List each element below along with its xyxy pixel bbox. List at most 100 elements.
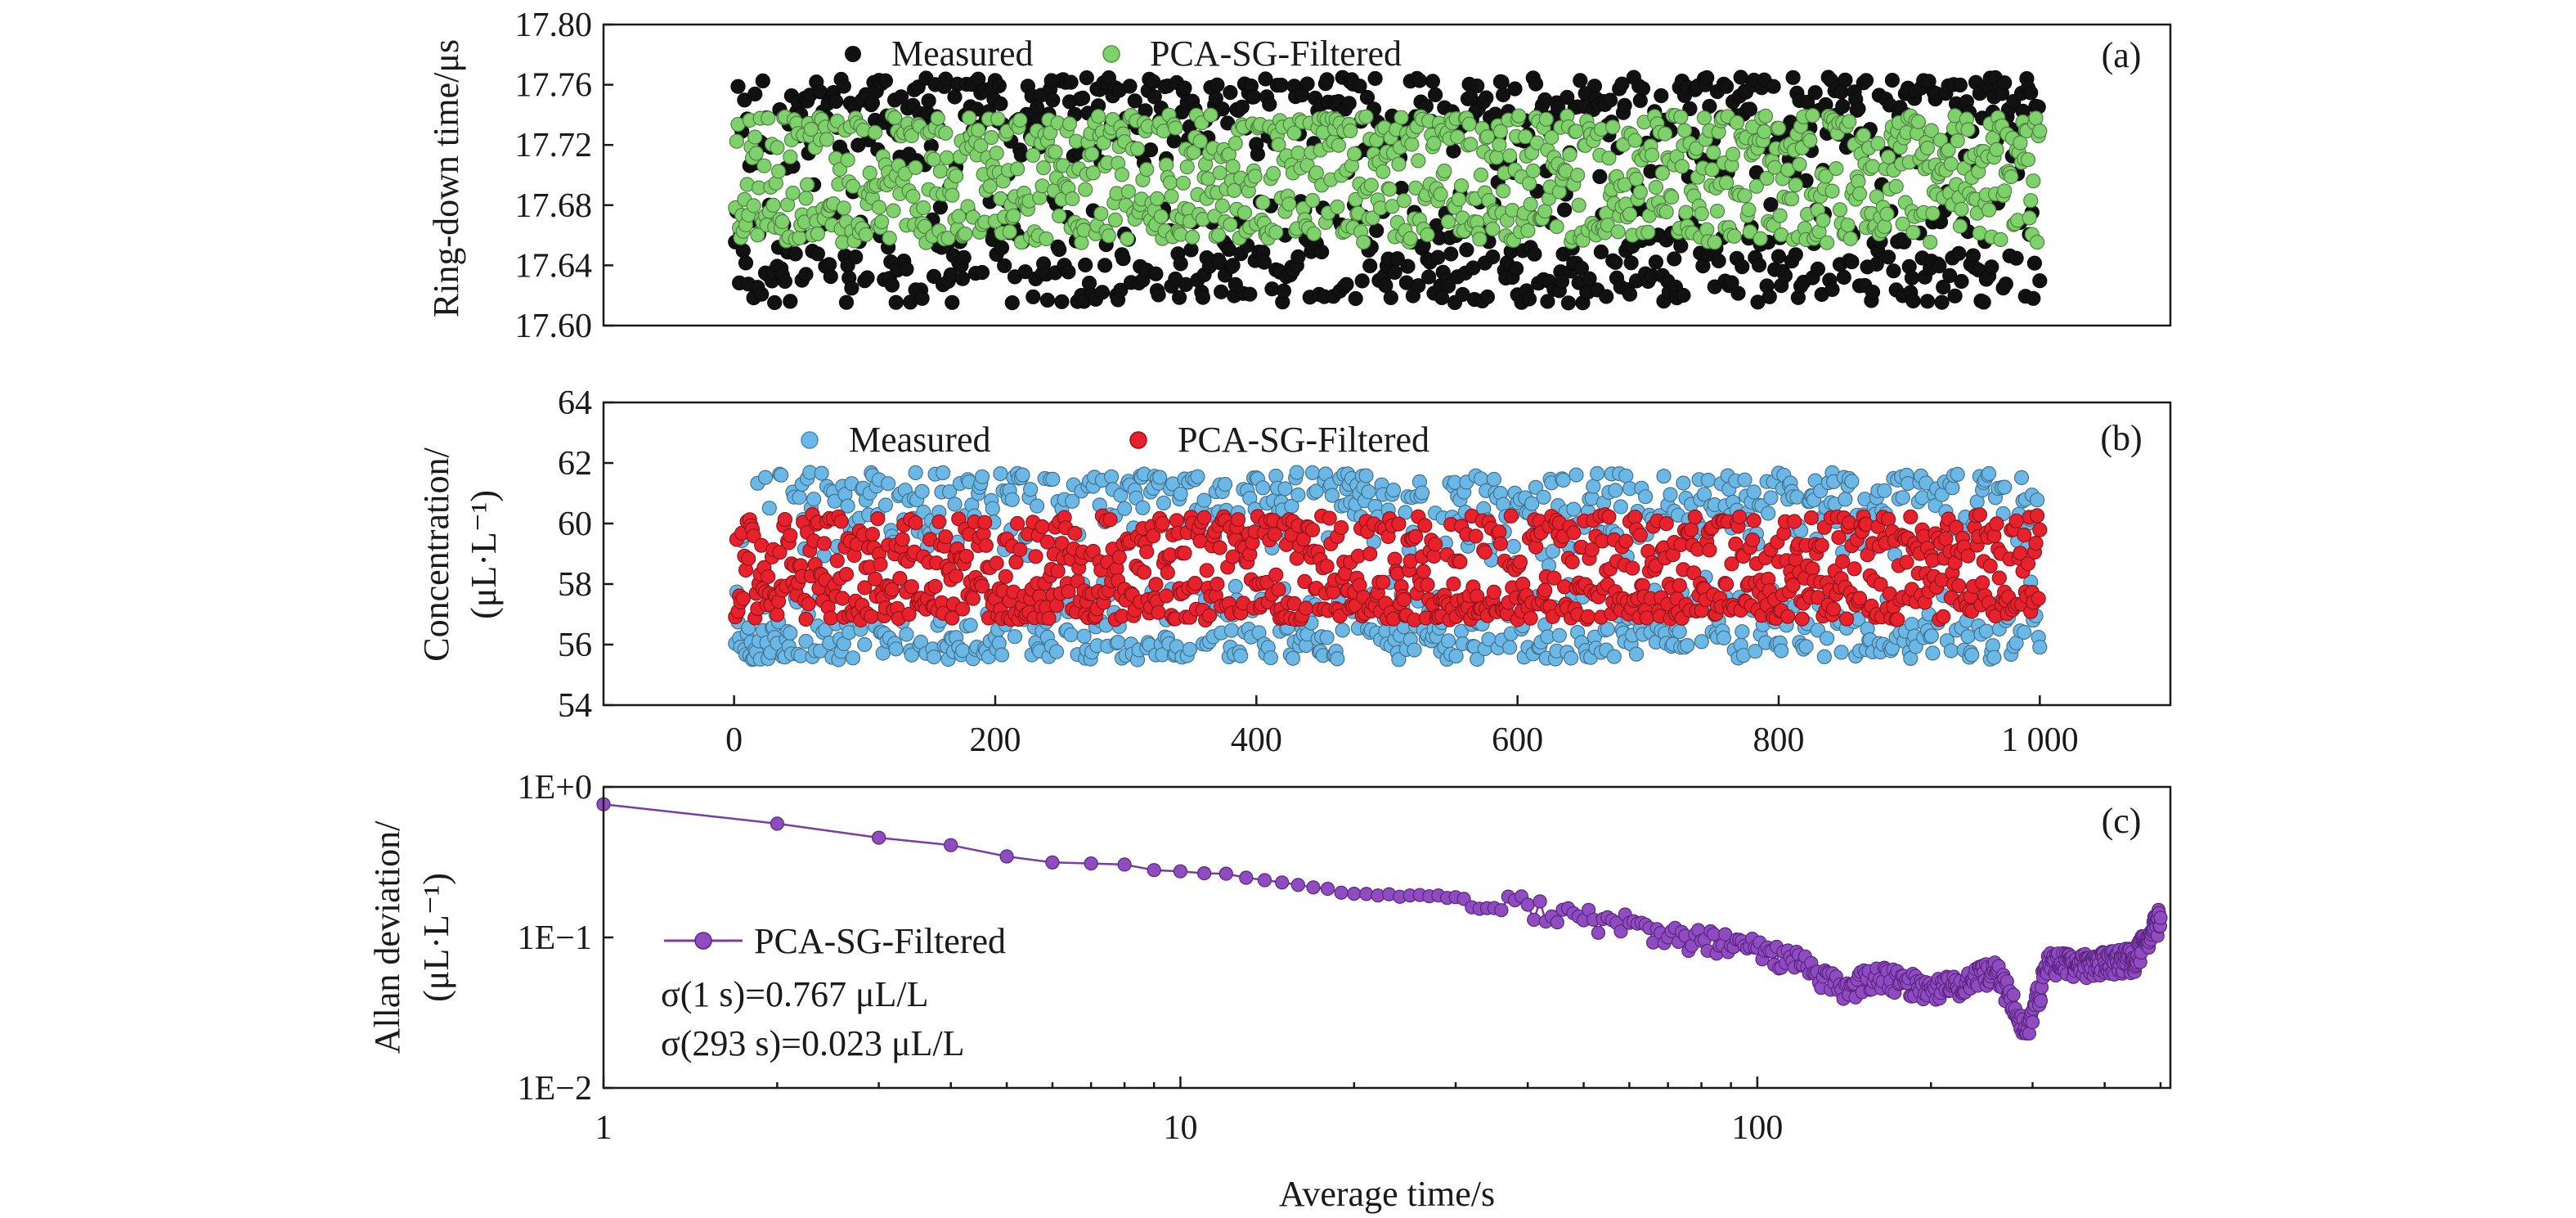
data-point: [1752, 258, 1767, 273]
data-point: [948, 169, 964, 184]
data-point: [1159, 157, 1174, 173]
data-point: [2025, 1014, 2040, 1030]
x-tick-label: 200: [970, 721, 1021, 759]
data-point: [1162, 175, 1178, 191]
data-point: [1160, 564, 1175, 581]
data-point: [730, 79, 746, 94]
data-point: [877, 497, 894, 513]
data-point: [857, 636, 873, 653]
data-point: [1833, 645, 1849, 660]
data-point: [1555, 472, 1571, 488]
data-point: [1905, 225, 1921, 240]
data-point: [1802, 133, 1818, 148]
data-point: [892, 570, 908, 587]
data-point: [1136, 564, 1152, 580]
data-point: [1196, 510, 1212, 525]
data-point: [1694, 206, 1709, 222]
data-point: [1787, 514, 1802, 529]
data-point: [1359, 887, 1374, 901]
data-point: [1614, 76, 1630, 92]
data-point: [895, 532, 910, 547]
data-point: [1492, 124, 1509, 139]
data-point: [1984, 259, 1999, 275]
data-point: [1042, 125, 1058, 141]
data-point: [1142, 142, 1159, 158]
data-point: [1663, 189, 1680, 204]
data-point: [747, 86, 763, 102]
data-point: [761, 110, 776, 126]
data-point: [1895, 490, 1910, 506]
data-point: [2031, 591, 2046, 606]
x-tick-label: 400: [1231, 721, 1282, 759]
data-point: [1103, 469, 1120, 484]
data-point: [1048, 144, 1063, 160]
data-point: [1520, 897, 1535, 912]
y-tick-label: 17.60: [515, 308, 593, 345]
data-point: [1746, 484, 1761, 500]
panel-c-legend-label: PCA-SG-Filtered: [754, 921, 1006, 961]
data-point: [1835, 98, 1851, 114]
data-point: [1975, 575, 1990, 591]
data-point: [1934, 294, 1950, 310]
data-point: [1836, 269, 1851, 285]
panel-b-tag: (b): [2100, 418, 2142, 458]
data-point: [1989, 142, 2004, 157]
data-point: [1617, 97, 1632, 113]
data-point: [1234, 99, 1250, 115]
data-point: [1440, 633, 1456, 649]
data-point: [750, 227, 765, 243]
data-point: [1156, 495, 1172, 511]
data-point: [806, 492, 822, 507]
data-point: [998, 569, 1013, 584]
data-point: [1551, 627, 1567, 643]
data-point: [1097, 258, 1113, 273]
data-point: [748, 146, 764, 161]
data-point: [1322, 510, 1337, 526]
data-point: [1899, 555, 1914, 570]
data-point: [1551, 100, 1566, 115]
data-point: [1501, 148, 1518, 164]
y-tick-label: 1E−2: [518, 1070, 592, 1108]
data-point: [997, 258, 1012, 273]
data-point: [1637, 489, 1654, 505]
data-point: [1523, 610, 1538, 626]
data-point: [1644, 147, 1660, 163]
data-point: [1851, 173, 1866, 189]
data-point: [1187, 575, 1203, 591]
data-point: [1964, 647, 1980, 663]
data-point: [965, 591, 981, 606]
data-point: [1608, 254, 1623, 270]
data-point: [1950, 133, 1965, 149]
data-point: [1952, 218, 1968, 234]
data-point: [1333, 519, 1349, 536]
data-point: [989, 146, 1004, 161]
data-point: [1090, 109, 1106, 124]
data-point: [974, 469, 990, 484]
data-point: [951, 209, 967, 224]
data-point: [1209, 77, 1225, 92]
data-point: [838, 566, 855, 582]
data-point: [1212, 165, 1227, 181]
data-point: [836, 79, 851, 94]
data-point: [1997, 75, 2013, 91]
data-point: [1564, 554, 1580, 570]
data-point: [785, 185, 801, 201]
data-point: [1446, 143, 1461, 159]
data-point: [836, 200, 851, 216]
data-point: [798, 191, 814, 206]
data-point: [1450, 129, 1465, 145]
data-point: [1473, 167, 1489, 182]
data-point: [2030, 235, 2045, 250]
data-point: [893, 89, 909, 105]
data-point: [1035, 160, 1052, 176]
data-point: [1354, 273, 1370, 289]
data-point: [1201, 608, 1218, 623]
data-point: [1654, 88, 1669, 104]
data-point: [2030, 508, 2045, 524]
data-point: [1446, 576, 1461, 591]
data-point: [1182, 641, 1198, 657]
x-tick-label: 10: [1163, 1109, 1197, 1147]
data-point: [932, 164, 949, 179]
data-point: [1521, 291, 1537, 307]
